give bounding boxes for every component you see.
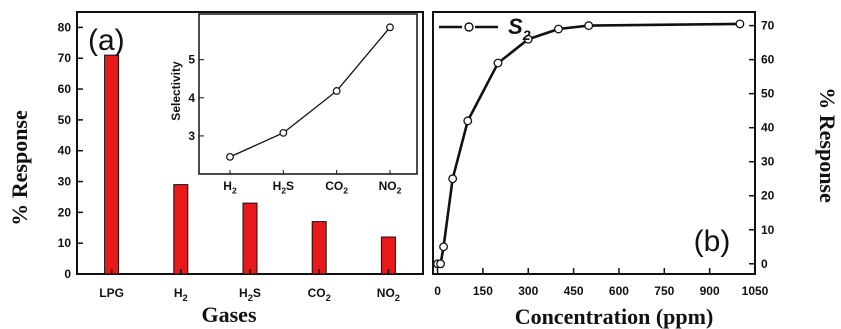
y-tick-label: 60: [58, 82, 72, 96]
y-tick-label: 70: [58, 51, 72, 65]
panel-b: 0 150 300 450 600 750 900 1050 010203040506070 …: [432, 11, 840, 329]
panel-a-y-axis-title: % Response: [7, 110, 32, 226]
data-point: [735, 19, 745, 29]
x-tick-label: 900: [700, 284, 720, 298]
y-tick-label: 40: [58, 144, 72, 158]
data-point: [554, 24, 563, 34]
inset-frame: [198, 13, 418, 175]
panel-a-y-ticks: 0 10 20 30 40 50 60 70 80: [58, 20, 83, 281]
panel-b-series-line: [437, 22, 740, 266]
panel-a-x-axis-title: Gases: [202, 302, 257, 327]
inset-x-tick-label: CO2: [325, 179, 348, 196]
panel-b-y-axis-title: % Response: [815, 87, 840, 203]
inset-point: [279, 128, 288, 137]
panel-b-x-ticks: 0 150 300 450 600 750 900 1050: [434, 268, 769, 298]
x-tick-label: H2S: [239, 286, 261, 303]
inset-x-ticks: H2 H2S CO2 NO2: [223, 170, 402, 196]
x-tick-label: 300: [518, 284, 538, 298]
inset-y-tick-label: 4: [188, 91, 195, 105]
data-point: [439, 242, 449, 252]
y-tick-label: 20: [761, 189, 775, 203]
y-tick-label: 10: [58, 236, 72, 250]
data-point: [463, 116, 473, 126]
inset-x-tick-label: H2: [223, 179, 237, 196]
panel-a-x-ticks: LPG H2 H2S CO2 NO2: [99, 269, 400, 303]
bar-lpg: [104, 54, 120, 275]
panel-b-y-ticks: 0 10 20 30 40 50 60 70: [749, 19, 775, 271]
y-tick-label: 60: [761, 53, 775, 67]
data-point: [584, 21, 594, 31]
inset-point: [332, 87, 341, 95]
y-tick-label: 10: [761, 223, 775, 237]
x-tick-label: 600: [609, 284, 629, 298]
x-tick-label: 450: [564, 284, 584, 298]
y-tick-label: 40: [761, 121, 775, 135]
x-tick-label: LPG: [99, 286, 124, 300]
panel-a: 0 10 20 30 40 50 60 70 80 LPG H2 H2S CO2 NO2 (a) Gas…: [7, 11, 424, 327]
inset-x-tick-label: H2S: [273, 179, 294, 196]
inset-y-tick-label: 3: [188, 129, 195, 143]
y-tick-label: 80: [58, 20, 72, 34]
y-tick-label: 0: [761, 257, 768, 271]
panel-b-x-axis-title: Concentration (ppm): [515, 304, 714, 329]
panel-b-legend: S2: [439, 14, 531, 43]
panel-a-label: (a): [88, 24, 125, 57]
y-tick-label: 0: [64, 267, 71, 281]
data-point: [523, 34, 533, 44]
x-tick-label: 750: [654, 284, 674, 298]
x-tick-label: 150: [473, 284, 493, 298]
panel-b-frame: [432, 11, 756, 275]
y-tick-label: 30: [58, 175, 72, 189]
inset-x-tick-label: NO2: [379, 179, 402, 196]
inset-selectivity-line: [229, 26, 391, 158]
x-tick-label: 0: [434, 284, 441, 298]
y-tick-label: 30: [761, 155, 775, 169]
legend-marker: [464, 22, 474, 32]
data-point: [448, 174, 458, 184]
inset-y-ticks: 3 4 5: [188, 53, 204, 143]
y-tick-label: 70: [761, 19, 775, 33]
legend-series-name: S2: [508, 14, 531, 43]
y-tick-label: 20: [58, 205, 72, 219]
inset-points: [226, 23, 394, 161]
inset-point: [386, 23, 394, 32]
bar-h2s: [242, 202, 258, 275]
bar-co2: [311, 221, 327, 275]
panel-b-label: (b): [694, 225, 731, 258]
bar-h2: [173, 184, 189, 275]
inset-y-axis-title: Selectivity: [169, 61, 183, 121]
x-tick-label: 1050: [742, 284, 769, 298]
inset-point: [226, 152, 234, 161]
y-tick-label: 50: [58, 113, 72, 127]
inset-selectivity-chart: 3 4 5 H2 H2S CO2 NO2 Selectivity: [169, 13, 418, 196]
panel-b-points: [433, 19, 745, 269]
x-tick-label: H2: [174, 286, 188, 303]
bar-no2: [380, 236, 396, 275]
data-point: [493, 58, 503, 68]
data-point: [436, 259, 446, 269]
x-tick-label: NO2: [377, 286, 400, 303]
x-tick-label: CO2: [308, 286, 331, 303]
inset-y-tick-label: 5: [188, 53, 195, 67]
panel-a-bars: [104, 54, 396, 275]
y-tick-label: 50: [761, 87, 775, 101]
